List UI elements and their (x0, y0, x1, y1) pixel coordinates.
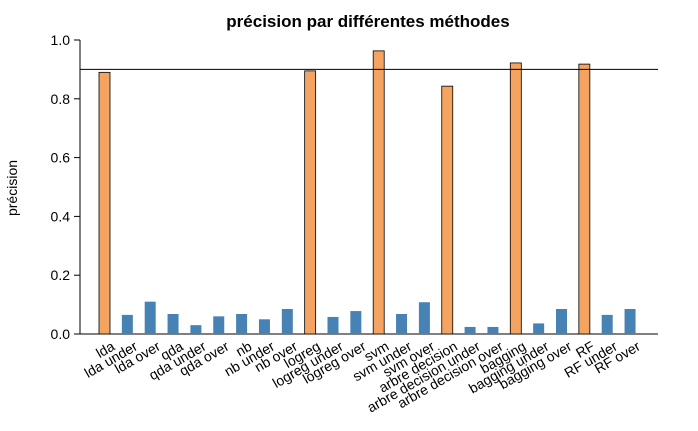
bar (624, 309, 636, 334)
y-axis-label: précision (4, 160, 20, 216)
y-tick-label: 0.4 (51, 208, 71, 224)
bar (258, 319, 270, 334)
bar (418, 302, 430, 334)
bar (304, 70, 317, 335)
bars (98, 50, 636, 335)
bar (509, 62, 522, 335)
bar (121, 314, 133, 334)
y-axis: 0.0 0.2 0.4 0.6 0.8 1.0 (51, 32, 81, 342)
bar (487, 326, 499, 334)
bar (190, 325, 202, 334)
y-tick-label: 1.0 (51, 32, 71, 48)
bar (396, 314, 408, 334)
bar (327, 316, 339, 334)
y-tick-label: 0.8 (51, 91, 71, 107)
y-tick-label: 0.2 (51, 267, 71, 283)
bar (441, 85, 454, 335)
bar (281, 309, 293, 334)
bar (556, 309, 567, 334)
bar (213, 316, 225, 334)
bar (601, 314, 613, 334)
bar (144, 301, 156, 334)
bar (98, 71, 111, 335)
chart-title: précision par différentes méthodes (226, 12, 509, 31)
bar (464, 326, 476, 334)
bar (578, 63, 591, 335)
bar (350, 311, 362, 334)
x-tick-label: nb (233, 338, 255, 360)
bar (167, 314, 179, 334)
bar (236, 314, 248, 334)
y-tick-label: 0.0 (51, 326, 71, 342)
bar (372, 50, 385, 335)
bar (533, 323, 545, 334)
y-tick-label: 0.6 (51, 150, 71, 166)
